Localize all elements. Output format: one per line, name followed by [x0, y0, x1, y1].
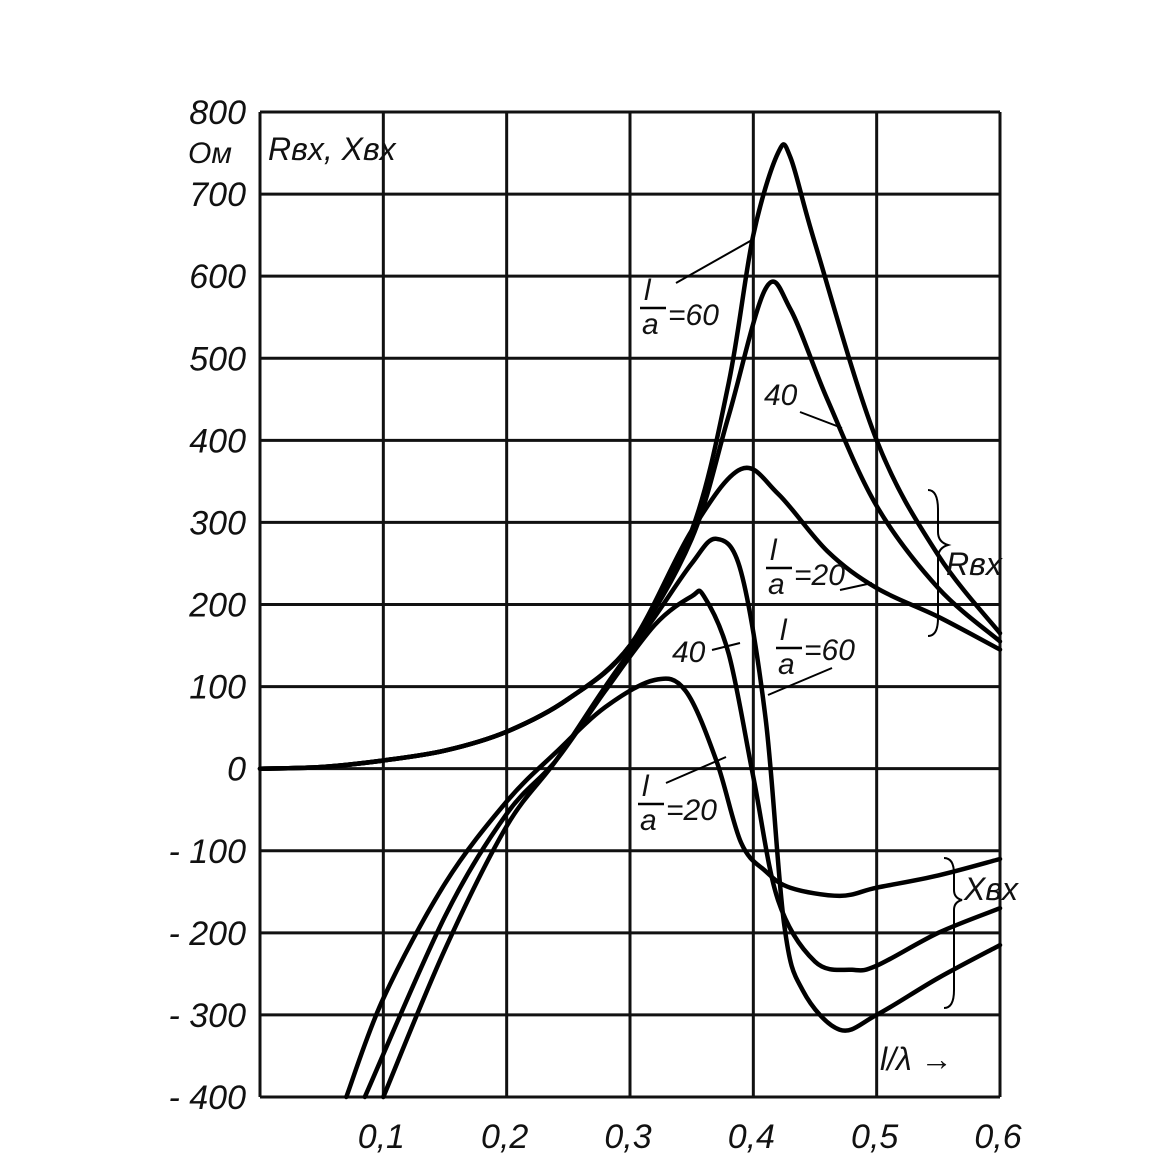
ratio-value: =20 [666, 794, 717, 827]
annotation-leaders [665, 239, 873, 784]
ratio-value: =60 [804, 634, 855, 667]
label-r20: l a =20 [766, 534, 845, 601]
ratio-value: =20 [794, 559, 845, 592]
y-tick-label: - 100 [169, 833, 247, 871]
x-group-brace [943, 857, 963, 1009]
x-tick-label: 0,5 [851, 1118, 898, 1156]
y-tick-label: 200 [188, 587, 246, 625]
x-tick-label: 0,3 [604, 1118, 651, 1156]
label-r40: 40 [764, 379, 798, 412]
leader-r20 [839, 582, 873, 591]
y-tick-label: 800 [189, 94, 246, 132]
x-tick-label: 0,2 [481, 1118, 528, 1156]
x-group-label: Xвх [963, 871, 1019, 907]
ratio-num: l [780, 614, 788, 647]
y-tick-label: 400 [189, 422, 246, 460]
curve-x-40 [362, 588, 1003, 1100]
x-tick-label: 0,4 [728, 1118, 775, 1156]
leader-r60 [675, 239, 753, 284]
y-tick-label: 700 [189, 176, 246, 214]
r-group-brace [927, 489, 952, 637]
y-tick-label: 300 [189, 504, 246, 542]
curve-x-20 [344, 676, 1003, 1100]
ratio-den: a [768, 568, 785, 601]
x-tick-label: 0,1 [358, 1118, 405, 1156]
y-tick-label: - 200 [169, 915, 247, 953]
ratio-den: a [640, 804, 657, 837]
curve-r-20 [257, 465, 1003, 771]
y-tick-label: 100 [189, 669, 246, 707]
r-group-label: Rвх [946, 546, 1003, 582]
curves [257, 142, 1003, 1100]
x-tick-label: 0,6 [974, 1118, 1021, 1156]
y-tick-label: 600 [189, 258, 246, 296]
ratio-value: =60 [668, 299, 719, 332]
label-x40: 40 [672, 636, 706, 669]
curve-x-60 [381, 536, 1003, 1100]
grid [258, 110, 1002, 1099]
ratio-num: l [644, 274, 652, 307]
leader-x60 [767, 667, 833, 696]
ratio-den: a [778, 648, 795, 681]
x-tick-labels: 0,1 0,2 0,3 0,4 0,5 0,6 [358, 1118, 1022, 1156]
y-axis-label: Rвх, Xвх [268, 131, 397, 167]
leader-x20 [665, 756, 727, 784]
ratio-den: a [642, 308, 659, 341]
y-tick-label: - 400 [169, 1079, 247, 1117]
y-axis-unit: Ом [188, 137, 232, 170]
ratio-num: l [642, 770, 650, 803]
x-axis-label: l/λ → [880, 1041, 953, 1077]
leader-x40 [711, 642, 741, 651]
y-tick-label: 500 [189, 340, 246, 378]
y-tick-label: - 300 [169, 997, 247, 1035]
y-tick-label: 0 [227, 751, 246, 789]
ratio-num: l [770, 534, 778, 567]
label-r60: l a =60 [640, 274, 719, 341]
label-x20: l a =20 [638, 770, 717, 837]
label-x60: l a =60 [776, 614, 855, 681]
leader-r40 [799, 411, 843, 429]
y-tick-labels: - 400 - 300 - 200 - 100 0 100 200 300 400 500 600 7… [169, 94, 247, 1117]
